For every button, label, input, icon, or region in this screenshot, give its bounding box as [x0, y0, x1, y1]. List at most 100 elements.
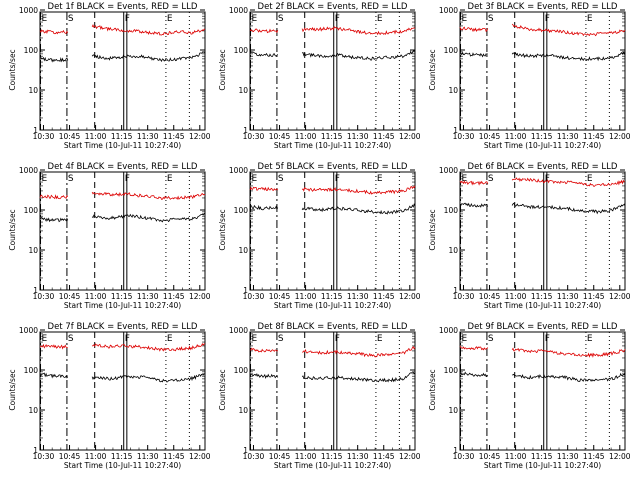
y-axis-label: Counts/sec: [218, 369, 227, 410]
y-tick-label: 10: [28, 406, 38, 415]
marker-letter: E: [377, 14, 383, 24]
x-tick-label: 12:00: [189, 292, 211, 301]
panel-title: Det 7f BLACK = Events, RED = LLD: [48, 322, 198, 332]
marker-letter: E: [42, 14, 48, 24]
marker-letter: E: [167, 174, 173, 184]
lld-series-line: [39, 29, 69, 35]
marker-letter: E: [587, 14, 593, 24]
x-axis-label: Start Time (10-Jul-11 10:27:40): [64, 141, 181, 150]
marker-letter: E: [462, 174, 468, 184]
x-tick-label: 10:45: [269, 292, 291, 301]
y-tick-label: 100: [24, 206, 39, 215]
x-tick-label: 11:30: [347, 452, 369, 461]
plot-frame: [249, 11, 416, 131]
panel-6: Det 6f BLACK = Events, RED = LLD 1 10 100 10…: [428, 162, 631, 310]
lld-series-line: [459, 180, 489, 186]
events-series-line: [39, 217, 69, 223]
marker-letter: E: [42, 174, 48, 184]
y-axis-label: Counts/sec: [8, 369, 17, 410]
x-tick-label: 11:00: [85, 452, 107, 461]
x-tick-label: 10:45: [479, 132, 501, 141]
y-tick-label: 1000: [19, 166, 38, 175]
x-tick-label: 10:45: [59, 452, 81, 461]
x-tick-label: 12:00: [189, 132, 211, 141]
y-tick-label: 10: [238, 86, 248, 95]
y-tick-label: 1: [453, 446, 458, 455]
marker-letter: E: [167, 334, 173, 344]
lld-series-line: [91, 191, 206, 200]
x-tick-label: 11:00: [295, 132, 317, 141]
panel-title: Det 1f BLACK = Events, RED = LLD: [48, 2, 198, 12]
x-tick-label: 12:00: [399, 292, 421, 301]
x-tick-label: 11:45: [373, 132, 395, 141]
y-tick-label: 100: [24, 46, 39, 55]
y-tick-label: 10: [448, 406, 458, 415]
x-tick-label: 10:45: [59, 132, 81, 141]
y-axis-label: Counts/sec: [218, 209, 227, 250]
y-tick-label: 10: [238, 406, 248, 415]
x-tick-label: 10:30: [243, 292, 265, 301]
lld-series-line: [302, 345, 416, 358]
x-tick-label: 11:45: [373, 452, 395, 461]
events-series-line: [459, 202, 489, 208]
y-tick-label: 10: [28, 246, 38, 255]
y-tick-label: 1000: [19, 6, 38, 15]
lld-series-line: [39, 194, 69, 200]
y-tick-label: 10: [28, 86, 38, 95]
y-axis-label: Counts/sec: [428, 369, 437, 410]
x-tick-label: 11:45: [163, 452, 185, 461]
marker-letter: S: [68, 14, 74, 24]
x-tick-label: 10:45: [269, 452, 291, 461]
panel-7: Det 7f BLACK = Events, RED = LLD 1 10 100 10…: [8, 322, 211, 470]
x-tick-label: 11:30: [347, 132, 369, 141]
plot-frame: [459, 171, 626, 291]
x-tick-label: 10:30: [33, 452, 55, 461]
marker-letter: E: [42, 334, 48, 344]
y-tick-label: 1000: [229, 166, 248, 175]
y-tick-label: 10: [448, 86, 458, 95]
events-series-line: [249, 204, 279, 211]
lld-series-line: [459, 26, 489, 33]
x-tick-label: 11:15: [531, 292, 553, 301]
x-tick-label: 11:30: [557, 452, 579, 461]
panel-4: Det 4f BLACK = Events, RED = LLD 1 10 100 10…: [8, 162, 211, 310]
y-tick-label: 1000: [439, 6, 458, 15]
lld-series-line: [511, 347, 626, 358]
lld-series-line: [39, 343, 68, 350]
lld-series-line: [511, 177, 626, 187]
x-tick-label: 11:15: [111, 452, 133, 461]
lld-series-line: [301, 185, 416, 195]
x-axis-label: Start Time (10-Jul-11 10:27:40): [274, 461, 391, 470]
x-tick-label: 12:00: [399, 452, 421, 461]
x-tick-label: 11:45: [583, 132, 605, 141]
x-tick-label: 10:30: [243, 132, 265, 141]
y-tick-label: 100: [234, 46, 249, 55]
marker-letter: S: [278, 174, 284, 184]
x-tick-label: 11:15: [321, 452, 343, 461]
x-tick-label: 11:00: [505, 132, 527, 141]
lld-series-line: [249, 28, 279, 34]
marker-letter: E: [587, 174, 593, 184]
events-series-line: [91, 212, 206, 223]
y-tick-label: 1: [243, 446, 248, 455]
marker-letter: E: [167, 14, 173, 24]
x-tick-label: 11:15: [531, 132, 553, 141]
lld-series-line: [301, 26, 416, 36]
x-axis-label: Start Time (10-Jul-11 10:27:40): [484, 301, 601, 310]
panel-1: Det 1f BLACK = Events, RED = LLD 1 10 100 10…: [8, 2, 211, 150]
events-series-line: [301, 371, 416, 383]
lld-series-line: [511, 23, 626, 37]
panel-title: Det 5f BLACK = Events, RED = LLD: [258, 162, 408, 172]
x-tick-label: 10:45: [269, 132, 291, 141]
marker-letter: S: [488, 174, 494, 184]
x-tick-label: 10:30: [243, 452, 265, 461]
x-tick-label: 11:00: [295, 292, 317, 301]
panel-2: Det 2f BLACK = Events, RED = LLD 1 10 100 10…: [218, 2, 421, 150]
panel-9: Det 9f BLACK = Events, RED = LLD 1 10 100 10…: [428, 322, 631, 470]
lld-series-line: [91, 343, 206, 352]
x-tick-label: 11:00: [295, 452, 317, 461]
events-series-line: [301, 49, 416, 61]
y-tick-label: 1000: [439, 166, 458, 175]
